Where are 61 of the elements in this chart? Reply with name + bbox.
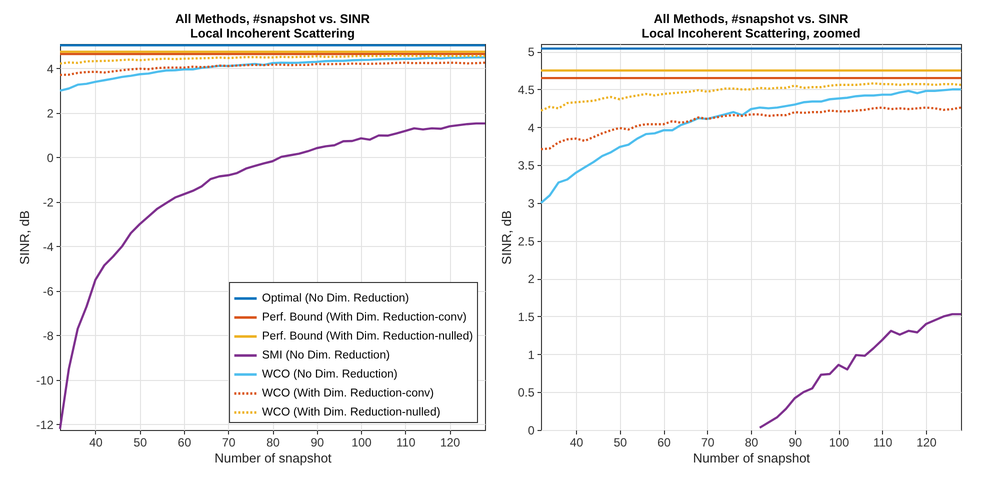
line-series xyxy=(758,313,962,429)
y-tick-label: 0 xyxy=(528,424,535,438)
x-tick-label: 90 xyxy=(310,436,324,450)
legend-label: Optimal (No Dim. Reduction) xyxy=(262,292,410,304)
x-axis-title: Number of snapshot xyxy=(214,450,332,466)
y-axis-title: SINR, dB xyxy=(17,210,32,265)
chart-subtitle: Local Incoherent Scattering xyxy=(190,26,355,40)
y-tick-label: 5 xyxy=(528,45,535,60)
y-tick-label: 0.5 xyxy=(518,386,535,400)
y-tick-label: -6 xyxy=(42,284,54,298)
chart-subtitle: Local Incoherent Scattering, zoomed xyxy=(642,26,860,40)
line-series xyxy=(58,54,486,65)
legend-label: WCO (With Dim. Reduction-nulled) xyxy=(262,406,440,418)
chart-title: All Methods, #snapshot vs. SINR xyxy=(175,12,370,26)
line-series xyxy=(540,88,962,204)
x-tick-label: 70 xyxy=(701,436,715,450)
x-tick-label: 110 xyxy=(396,436,416,450)
y-tick-label: 3 xyxy=(528,196,535,210)
line-series xyxy=(58,62,486,76)
x-tick-label: 60 xyxy=(657,436,671,450)
x-tick-label: 80 xyxy=(266,436,280,450)
x-tick-label: 120 xyxy=(916,436,937,450)
x-axis-title: Number of snapshot xyxy=(692,450,810,466)
line-series xyxy=(540,82,962,112)
y-tick-label: 4 xyxy=(46,62,54,76)
legend-label: Perf. Bound (With Dim. Reduction-nulled) xyxy=(262,330,474,342)
x-tick-label: 120 xyxy=(440,436,460,450)
y-tick-label: 2 xyxy=(46,106,54,120)
x-tick-label: 50 xyxy=(134,436,148,450)
x-tick-label: 80 xyxy=(744,436,758,450)
y-tick-label: 3.5 xyxy=(518,158,535,173)
y-tick-label: 0 xyxy=(46,150,54,165)
y-tick-label: 4 xyxy=(528,120,535,135)
y-tick-label: 4.5 xyxy=(518,82,535,97)
y-tick-label: 1 xyxy=(528,348,535,362)
y-tick-label: -8 xyxy=(42,328,54,343)
y-tick-label: -4 xyxy=(42,240,54,254)
y-tick-label: 2.5 xyxy=(518,234,535,248)
x-tick-label: 70 xyxy=(222,436,236,450)
x-tick-label: 100 xyxy=(828,436,850,450)
legend-label: Perf. Bound (With Dim. Reduction-conv) xyxy=(262,312,467,324)
line-series xyxy=(58,56,486,92)
legend-label: WCO (With Dim. Reduction-conv) xyxy=(262,388,434,400)
chart-title: All Methods, #snapshot vs. SINR xyxy=(654,12,848,26)
x-tick-label: 40 xyxy=(570,436,584,450)
x-tick-label: 100 xyxy=(352,436,372,450)
line-series xyxy=(540,106,962,150)
x-tick-label: 110 xyxy=(873,436,893,450)
y-tick-label: 1.5 xyxy=(518,310,535,324)
y-tick-label: -12 xyxy=(36,418,54,432)
x-tick-label: 60 xyxy=(178,436,192,450)
y-axis-title: SINR, dB xyxy=(498,210,514,265)
x-tick-label: 50 xyxy=(614,436,628,450)
legend-label: SMI (No Dim. Reduction) xyxy=(262,350,390,362)
line-series xyxy=(58,122,486,430)
y-tick-label: -2 xyxy=(42,195,54,210)
x-tick-label: 90 xyxy=(788,436,802,450)
y-tick-label: -10 xyxy=(36,373,54,388)
x-tick-label: 40 xyxy=(89,436,103,450)
legend-label: WCO (No Dim. Reduction) xyxy=(262,368,398,380)
y-tick-label: 2 xyxy=(528,272,535,286)
